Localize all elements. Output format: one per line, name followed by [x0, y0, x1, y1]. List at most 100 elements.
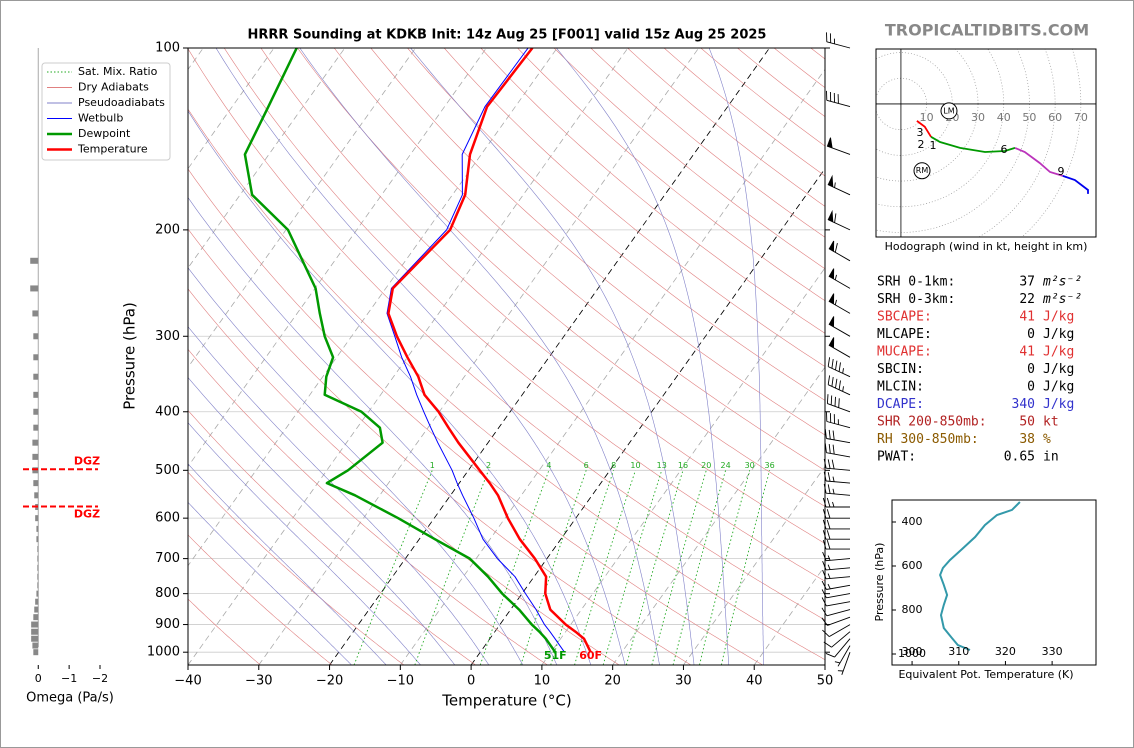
x-tick-label: 40	[746, 674, 763, 689]
y-tick-label: 500	[155, 463, 180, 478]
omega-bar	[36, 525, 39, 532]
stat-unit: J/kg	[1043, 345, 1074, 360]
stat-unit: J/kg	[1043, 310, 1074, 325]
y-tick-label: 800	[155, 586, 180, 601]
omega-bar	[34, 606, 39, 613]
pseudoadiabat	[188, 267, 524, 665]
stat-value: 41	[1019, 310, 1035, 325]
hodo-ring-label: 40	[997, 111, 1011, 124]
dry-adiabat	[188, 168, 763, 665]
isotherm	[188, 48, 558, 567]
mixing-ratio-line	[479, 470, 550, 665]
isotherm	[188, 48, 275, 170]
wind-barb	[825, 638, 851, 658]
wind-barb	[822, 509, 850, 519]
height-label: 3	[916, 126, 923, 139]
chart-title: HRRR Sounding at KDKB Init: 14z Aug 25 […	[248, 28, 767, 43]
omega-bar	[35, 598, 39, 605]
mixing-ratio-line	[520, 470, 587, 665]
y-tick-label: 600	[155, 511, 180, 526]
stats-table: SRH 0-1km: 37 m²s⁻² SRH 0-3km: 22 m²s⁻² SBCAPE…	[877, 275, 1082, 465]
wind-barb	[828, 337, 851, 358]
wind-barb	[827, 174, 851, 196]
stat-label: MLCAPE:	[877, 327, 932, 342]
wind-barb	[828, 268, 851, 289]
profile-line	[243, 48, 557, 653]
wind-barb	[828, 316, 851, 337]
thetae-x-tick-label: 320	[995, 645, 1016, 658]
omega-bar	[36, 590, 39, 597]
omega-bar	[37, 582, 39, 589]
storm-motion-label: LM	[943, 106, 954, 115]
wind-barb	[828, 240, 851, 262]
wind-barb	[826, 32, 851, 49]
profile-line	[386, 48, 565, 653]
y-tick-label: 400	[155, 404, 180, 419]
omega-bar	[31, 635, 39, 642]
thetae-y-tick-label: 1000	[898, 647, 926, 660]
y-tick-label: 900	[155, 617, 180, 632]
mixing-ratio-label: 16	[678, 461, 688, 470]
wind-barb	[826, 90, 851, 108]
storm-motion-label: RM	[916, 166, 929, 175]
hodo-ring-label: 70	[1074, 111, 1088, 124]
isotherm	[188, 48, 629, 665]
wind-barb	[822, 539, 850, 550]
wind-barb	[827, 357, 851, 378]
hodo-ring-label: 10	[920, 111, 934, 124]
wind-barb	[822, 561, 851, 571]
wind-barb	[828, 293, 851, 314]
thetae-x-tick-label: 330	[1042, 645, 1063, 658]
wind-barb	[822, 551, 851, 562]
hodo-ring-label: 30	[971, 111, 985, 124]
wind-barb	[821, 616, 851, 626]
y-tick-label: 1000	[147, 645, 180, 660]
mixing-ratio-line	[651, 470, 707, 665]
omega-label: Omega (Pa/s)	[26, 691, 114, 706]
omega-tick-label: −2	[92, 672, 108, 685]
stat-label: PWAT:	[877, 450, 916, 465]
stat-value: 41	[1019, 345, 1035, 360]
hodograph-caption: Hodograph (wind in kt, height in km)	[885, 240, 1088, 253]
stat-label: SRH 0-3km:	[877, 292, 955, 307]
thetae-y-tick-label: 400	[902, 515, 923, 528]
wind-barb	[821, 580, 851, 590]
pseudoadiabat	[188, 463, 387, 665]
stat-label: RH 300-850mb:	[877, 432, 979, 447]
dry-adiabat	[188, 598, 261, 665]
pseudoadiabat	[188, 422, 421, 665]
omega-bar	[34, 492, 39, 499]
y-tick-label: 700	[155, 551, 180, 566]
omega-bar	[32, 310, 39, 317]
omega-bar	[37, 564, 39, 571]
wind-barb	[823, 471, 851, 484]
x-tick-label: −40	[174, 674, 201, 689]
dry-adiabat	[443, 48, 825, 367]
watermark: TROPICALTIDBITS.COM	[885, 21, 1089, 40]
dry-adiabat	[297, 48, 825, 507]
mixing-ratio-label: 1	[430, 461, 435, 470]
omega-bar	[35, 515, 39, 522]
height-label: 9	[1058, 165, 1065, 178]
omega-bar	[33, 373, 39, 380]
wind-barb	[822, 569, 851, 580]
stat-value: 0.65	[1004, 450, 1035, 465]
wind-barb	[821, 597, 851, 607]
mixing-ratio-label: 36	[765, 461, 775, 470]
height-label: 2	[917, 138, 924, 151]
dry-adiabat	[188, 108, 825, 661]
omega-bar	[32, 453, 39, 460]
dry-adiabat	[407, 48, 825, 401]
mixing-ratio-label: 8	[611, 461, 616, 470]
legend-label: Dry Adiabats	[78, 81, 149, 94]
stat-unit: J/kg	[1043, 397, 1074, 412]
omega-bar	[33, 354, 39, 361]
mixing-ratio-label: 10	[630, 461, 640, 470]
stat-value: 37	[1019, 275, 1035, 290]
stat-label: MLCIN:	[877, 380, 924, 395]
mixing-ratio-line	[414, 470, 490, 665]
x-tick-label: 10	[534, 674, 551, 689]
